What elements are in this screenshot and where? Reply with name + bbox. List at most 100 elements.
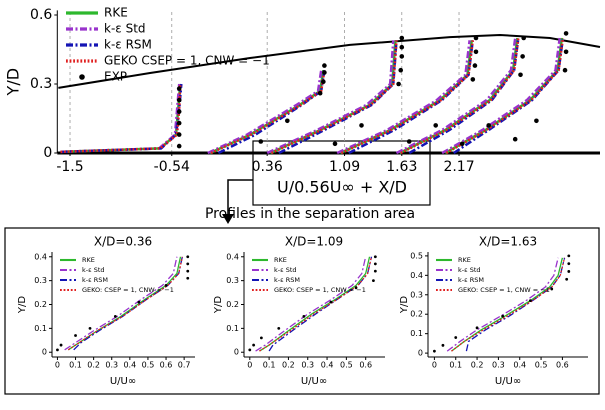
wall xyxy=(58,34,601,89)
data-point xyxy=(567,254,571,258)
legend-label: GEKO: CSEP = 1, CNW = −1 xyxy=(82,286,174,294)
series-line xyxy=(64,256,178,351)
data-point xyxy=(176,143,182,149)
x-tick-label: 0.1 xyxy=(449,361,462,370)
legend-label: k-ε RSM xyxy=(82,276,108,284)
series-line xyxy=(446,257,559,352)
data-point xyxy=(186,255,190,259)
legend-label: RKE xyxy=(82,256,95,264)
data-point xyxy=(529,299,532,303)
data-point xyxy=(433,123,439,128)
y-tick-label: 0.4 xyxy=(410,271,423,280)
y-tick-label: 0.4 xyxy=(226,252,239,261)
x-tick-label: 0 xyxy=(432,361,437,370)
data-point xyxy=(359,123,364,128)
x-tick-label: 0.4 xyxy=(513,361,526,370)
y-tick-label: 0.6 xyxy=(30,7,52,23)
legend-label: k-ε RSM xyxy=(458,276,484,284)
data-point xyxy=(399,44,405,50)
y-axis-label: Y/D xyxy=(213,296,224,314)
data-point xyxy=(562,67,568,73)
x-axis-label: U/0.56U∞ + X/D xyxy=(277,178,407,197)
x-tick-label: 0.4 xyxy=(321,361,334,370)
x-tick-label: 0.3 xyxy=(301,361,314,370)
data-point xyxy=(406,139,412,144)
legend-label: RKE xyxy=(458,256,471,264)
series-line xyxy=(73,256,183,351)
legend-label: GEKO: CSEP = 1, CNW = −1 xyxy=(274,286,366,294)
series-line xyxy=(259,256,373,352)
data-point xyxy=(454,336,458,339)
x-tick-label: 0.5 xyxy=(340,361,353,370)
data-point xyxy=(459,141,465,147)
x-tick-label: -1.5 xyxy=(56,159,83,175)
data-point xyxy=(372,279,375,283)
y-tick-label: 0 xyxy=(42,348,47,357)
legend-label: RKE xyxy=(274,256,287,264)
data-point xyxy=(176,86,182,91)
y-tick-label: 0 xyxy=(418,349,423,358)
data-point xyxy=(486,123,492,128)
x-tick-label: 0.4 xyxy=(123,361,136,370)
data-point xyxy=(302,315,306,318)
data-point xyxy=(441,343,445,347)
data-point xyxy=(248,348,252,352)
panel-frame xyxy=(4,227,600,395)
y-tick-label: 0.5 xyxy=(410,251,423,260)
data-point xyxy=(176,120,182,126)
data-point xyxy=(565,277,569,281)
zoom-box xyxy=(252,140,431,206)
data-point xyxy=(186,269,190,273)
x-tick-label: 0 xyxy=(55,361,60,370)
x-tick-label: 0.3 xyxy=(105,361,118,370)
x-tick-label: 0.6 xyxy=(359,361,372,370)
data-point xyxy=(176,97,182,103)
legend-label: k-ε Std xyxy=(274,266,297,274)
legend-label: k-ε RSM xyxy=(104,38,152,52)
data-point xyxy=(186,276,190,280)
data-point xyxy=(501,314,505,318)
y-axis-label: Y/D xyxy=(399,296,410,314)
series-line xyxy=(465,257,566,352)
y-tick-label: 0.4 xyxy=(34,252,47,261)
data-point xyxy=(56,348,59,352)
data-point xyxy=(396,81,401,87)
data-point xyxy=(399,54,405,59)
legend-label: k-ε Std xyxy=(82,266,105,274)
data-point xyxy=(259,336,263,340)
data-point xyxy=(277,326,281,330)
data-point xyxy=(398,67,404,73)
data-point xyxy=(475,326,479,330)
y-tick-label: 0.3 xyxy=(226,276,239,285)
chart-title: X/D=1.09 xyxy=(285,235,343,249)
data-point xyxy=(176,132,182,137)
y-tick-label: 0.1 xyxy=(410,329,423,338)
x-tick-label: 2.17 xyxy=(443,159,474,175)
x-axis-label: U/U∞ xyxy=(110,376,136,387)
x-tick-label: 1.63 xyxy=(386,159,417,175)
x-axis-label: U/U∞ xyxy=(495,376,521,387)
data-point xyxy=(354,286,358,290)
y-tick-label: 0.2 xyxy=(34,300,47,309)
data-point xyxy=(59,343,63,347)
panel-title: Profiles in the separation area xyxy=(205,206,415,222)
data-point xyxy=(317,90,323,96)
data-point xyxy=(399,35,405,41)
legend-label: RKE xyxy=(104,6,128,20)
chart-title: X/D=0.36 xyxy=(94,235,152,249)
series-line xyxy=(451,257,566,352)
data-point xyxy=(258,139,264,144)
series-line xyxy=(255,256,367,352)
x-tick-label: 0.5 xyxy=(142,361,155,370)
y-tick-label: 0.2 xyxy=(410,310,423,319)
legend-label: k-ε Std xyxy=(458,266,481,274)
data-point xyxy=(113,315,117,318)
data-point xyxy=(518,72,523,78)
data-point xyxy=(534,118,539,124)
y-tick-label: 0.3 xyxy=(410,290,423,299)
y-tick-label: 0 xyxy=(43,145,52,161)
data-point xyxy=(473,49,479,55)
legend-label: k-ε RSM xyxy=(274,276,300,284)
data-point xyxy=(285,118,290,124)
data-point xyxy=(137,300,141,304)
